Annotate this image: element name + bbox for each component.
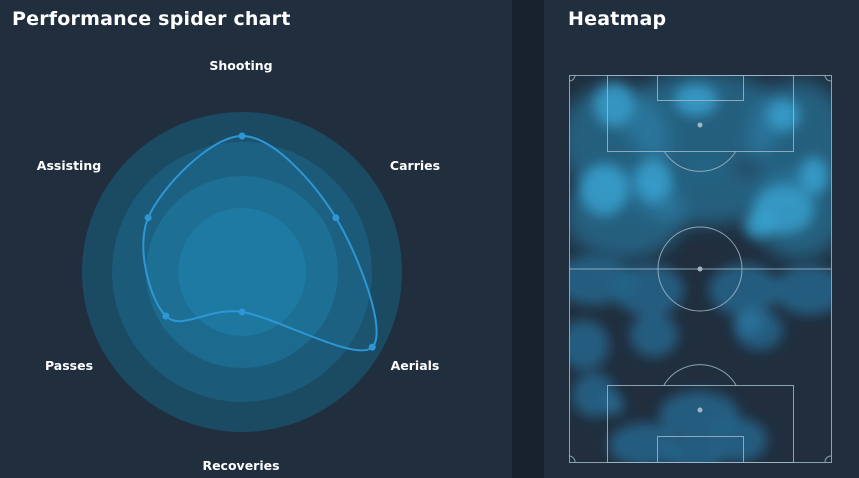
heatmap-title: Heatmap [568, 8, 667, 30]
panel-divider [512, 0, 544, 478]
axis-label-carries: Carries [390, 158, 440, 173]
axis-label-shooting: Shooting [209, 58, 272, 73]
spider-chart-panel: Performance spider chart Shooting Carrie… [12, 8, 441, 473]
spider-point-recoveries [238, 308, 246, 316]
spider-point-assisting [144, 214, 152, 222]
spider-ring [178, 208, 306, 336]
spider-background-rings [82, 112, 402, 432]
heatmap-panel: Heatmap [544, 0, 859, 478]
spider-point-passes [162, 312, 170, 320]
axis-label-aerials: Aerials [391, 358, 440, 373]
heatmap-pitch [568, 74, 832, 463]
axis-label-passes: Passes [45, 358, 93, 373]
heatmap-density [569, 75, 831, 462]
spider-point-aerials [368, 343, 376, 351]
spider-chart: Shooting Carries Aerials Recoveries Pass… [37, 58, 440, 473]
spider-point-carries [332, 214, 340, 222]
axis-label-recoveries: Recoveries [202, 458, 279, 473]
spider-chart-title: Performance spider chart [12, 8, 291, 30]
pitch-spots [697, 122, 703, 413]
spider-point-shooting [238, 132, 246, 140]
axis-label-assisting: Assisting [37, 158, 101, 173]
